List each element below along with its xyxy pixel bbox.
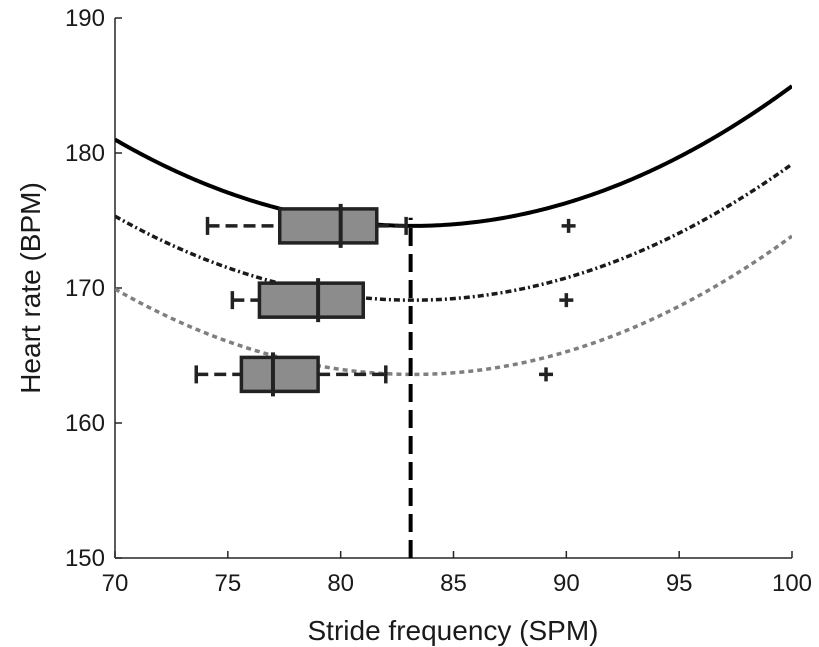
x-tick-label: 70 xyxy=(102,570,129,597)
x-axis-title: Stride frequency (SPM) xyxy=(308,615,599,646)
x-tick-label: 85 xyxy=(440,570,467,597)
box xyxy=(239,355,320,394)
y-axis-title: Heart rate (BPM) xyxy=(15,182,46,394)
outlier-marker xyxy=(559,293,574,308)
x-tick-label: 90 xyxy=(553,570,580,597)
curve-solid xyxy=(115,84,792,228)
box xyxy=(277,207,379,245)
x-tick-label: 80 xyxy=(327,570,354,597)
x-tick-label: 75 xyxy=(214,570,241,597)
plot-area xyxy=(115,84,792,558)
x-tick-label: 95 xyxy=(666,570,693,597)
y-tick-label: 180 xyxy=(65,140,105,167)
axes: 70 75 80 85 90 95 100 150 160 170 180 190 xyxy=(65,5,812,597)
boxplot xyxy=(205,203,576,248)
boxplot-group xyxy=(194,203,576,397)
boxplot xyxy=(230,278,574,323)
outlier-marker xyxy=(539,367,554,382)
y-tick-label: 150 xyxy=(65,545,105,572)
y-tick-label: 190 xyxy=(65,5,105,32)
outlier-marker xyxy=(561,218,576,233)
curve-dash-dot xyxy=(115,162,792,302)
x-tick-label: 100 xyxy=(772,570,812,597)
y-tick-label: 160 xyxy=(65,410,105,437)
curve-dotted xyxy=(115,234,792,377)
boxplot xyxy=(194,352,554,397)
y-tick-label: 170 xyxy=(65,275,105,302)
box xyxy=(257,281,365,319)
